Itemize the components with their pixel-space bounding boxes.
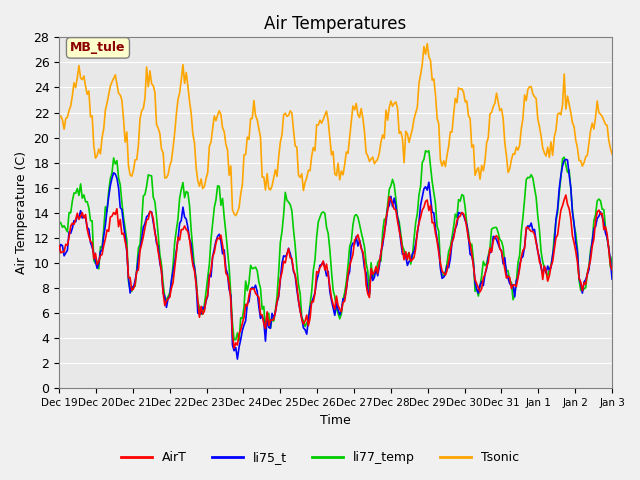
AirT bbox=[230, 345, 238, 351]
Text: MB_tule: MB_tule bbox=[70, 41, 125, 54]
Title: Air Temperatures: Air Temperatures bbox=[264, 15, 407, 33]
Line: li77_temp: li77_temp bbox=[59, 151, 612, 341]
li75_t bbox=[234, 356, 241, 362]
AirT bbox=[562, 192, 570, 198]
AirT bbox=[55, 243, 63, 249]
li75_t bbox=[177, 217, 185, 223]
X-axis label: Time: Time bbox=[320, 414, 351, 427]
li77_temp bbox=[425, 148, 433, 154]
li77_temp bbox=[55, 219, 63, 225]
Tsonic bbox=[608, 151, 616, 157]
AirT bbox=[516, 266, 524, 272]
Y-axis label: Air Temperature (C): Air Temperature (C) bbox=[15, 151, 28, 275]
Tsonic bbox=[177, 77, 185, 83]
Legend: AirT, li75_t, li77_temp, Tsonic: AirT, li75_t, li77_temp, Tsonic bbox=[115, 446, 525, 469]
li75_t bbox=[367, 267, 375, 273]
Tsonic bbox=[424, 41, 431, 47]
Tsonic bbox=[232, 213, 239, 218]
Tsonic bbox=[518, 126, 525, 132]
li77_temp bbox=[62, 226, 70, 232]
AirT bbox=[220, 252, 228, 258]
li77_temp bbox=[511, 292, 518, 298]
Tsonic bbox=[511, 151, 518, 157]
AirT bbox=[367, 266, 375, 272]
li75_t bbox=[509, 282, 517, 288]
li75_t bbox=[62, 250, 70, 256]
li77_temp bbox=[518, 229, 525, 235]
Line: AirT: AirT bbox=[59, 195, 612, 348]
Line: li75_t: li75_t bbox=[59, 159, 612, 359]
li77_temp bbox=[608, 254, 616, 260]
AirT bbox=[509, 282, 517, 288]
AirT bbox=[177, 227, 185, 233]
Tsonic bbox=[62, 116, 70, 121]
Tsonic bbox=[367, 156, 375, 162]
li75_t bbox=[516, 262, 524, 268]
li77_temp bbox=[236, 338, 243, 344]
li77_temp bbox=[367, 260, 375, 265]
Tsonic bbox=[220, 129, 228, 134]
Line: Tsonic: Tsonic bbox=[59, 44, 612, 216]
li75_t bbox=[55, 247, 63, 252]
li75_t bbox=[220, 247, 228, 253]
li77_temp bbox=[220, 214, 228, 220]
AirT bbox=[62, 241, 70, 247]
li75_t bbox=[608, 276, 616, 282]
li77_temp bbox=[177, 187, 185, 192]
AirT bbox=[608, 267, 616, 273]
li75_t bbox=[562, 156, 570, 162]
Tsonic bbox=[55, 114, 63, 120]
